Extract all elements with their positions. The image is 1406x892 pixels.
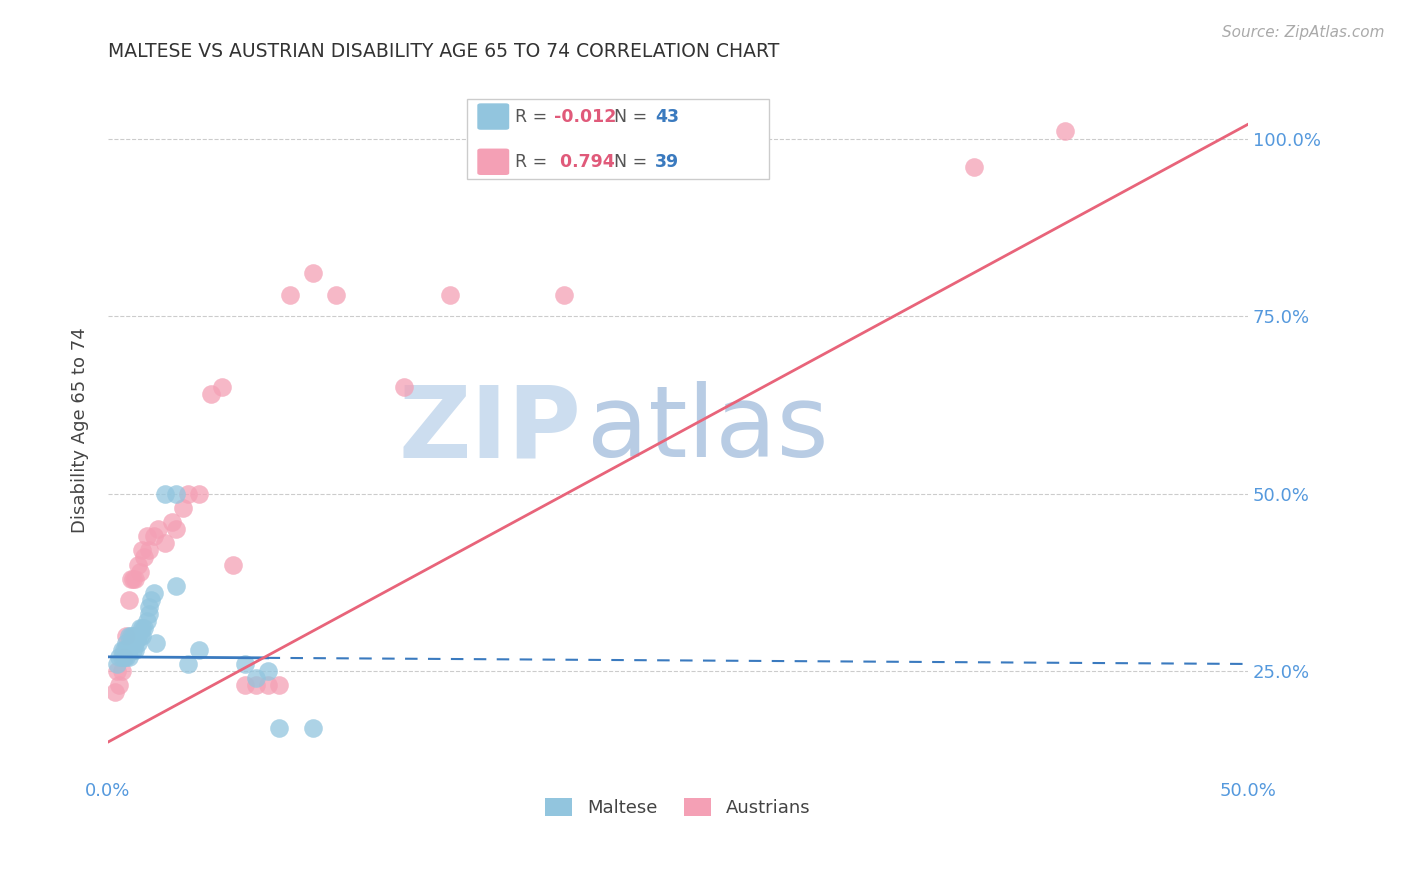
Point: [120, 635, 142, 649]
Text: ZIP: ZIP: [398, 381, 581, 478]
Point: [129, 622, 152, 636]
Point: [963, 160, 986, 174]
Point: [138, 607, 160, 622]
Point: [122, 635, 145, 649]
Point: [160, 515, 183, 529]
Legend: Maltese, Austrians: Maltese, Austrians: [538, 790, 818, 824]
Point: [134, 622, 156, 636]
Point: [115, 635, 138, 649]
Point: [142, 529, 165, 543]
Point: [117, 593, 139, 607]
Point: [115, 629, 138, 643]
Point: [135, 615, 157, 629]
Point: [127, 558, 149, 572]
Point: [135, 529, 157, 543]
Point: [165, 579, 187, 593]
Text: MALTESE VS AUSTRIAN DISABILITY AGE 65 TO 74 CORRELATION CHART: MALTESE VS AUSTRIAN DISABILITY AGE 65 TO…: [108, 42, 779, 61]
Text: -0.012: -0.012: [554, 108, 616, 126]
Point: [302, 721, 325, 735]
Point: [134, 550, 156, 565]
Point: [131, 543, 153, 558]
Text: 0.794: 0.794: [554, 153, 614, 170]
Text: Source: ZipAtlas.com: Source: ZipAtlas.com: [1222, 25, 1385, 40]
Point: [553, 287, 575, 301]
Point: [122, 629, 145, 643]
Text: atlas: atlas: [586, 381, 828, 478]
Point: [153, 486, 176, 500]
Point: [165, 522, 187, 536]
Point: [146, 522, 169, 536]
Point: [245, 671, 267, 685]
FancyBboxPatch shape: [477, 103, 509, 129]
Point: [112, 642, 135, 657]
Point: [141, 593, 163, 607]
Point: [267, 678, 290, 692]
Point: [233, 657, 256, 671]
Point: [153, 536, 176, 550]
Text: N =: N =: [614, 108, 652, 126]
Point: [127, 635, 149, 649]
FancyBboxPatch shape: [477, 149, 509, 175]
Point: [117, 649, 139, 664]
Point: [177, 657, 200, 671]
Point: [120, 629, 142, 643]
Point: [233, 678, 256, 692]
Point: [280, 287, 302, 301]
Point: [1054, 124, 1077, 138]
Point: [105, 664, 128, 678]
Point: [222, 558, 245, 572]
Text: 43: 43: [655, 108, 679, 126]
Text: R =: R =: [515, 108, 553, 126]
Point: [188, 642, 211, 657]
Point: [267, 721, 290, 735]
Point: [131, 629, 153, 643]
Point: [131, 622, 153, 636]
Point: [124, 572, 146, 586]
Point: [127, 629, 149, 643]
Point: [105, 657, 128, 671]
Point: [111, 642, 134, 657]
Point: [117, 629, 139, 643]
Y-axis label: Disability Age 65 to 74: Disability Age 65 to 74: [72, 326, 89, 533]
Point: [138, 600, 160, 615]
Point: [256, 678, 278, 692]
Point: [188, 486, 211, 500]
Point: [439, 287, 461, 301]
Point: [394, 380, 416, 394]
Point: [112, 649, 135, 664]
Point: [211, 380, 233, 394]
Point: [145, 635, 167, 649]
Point: [112, 649, 135, 664]
Point: [165, 486, 187, 500]
Point: [111, 664, 134, 678]
Point: [104, 685, 127, 699]
Point: [325, 287, 347, 301]
Point: [129, 565, 152, 579]
Point: [142, 586, 165, 600]
Point: [124, 635, 146, 649]
Point: [117, 642, 139, 657]
Point: [122, 642, 145, 657]
Point: [256, 664, 278, 678]
Text: N =: N =: [614, 153, 652, 170]
Point: [177, 486, 200, 500]
Point: [108, 678, 131, 692]
Point: [108, 649, 131, 664]
Point: [122, 572, 145, 586]
Point: [129, 629, 152, 643]
Point: [124, 642, 146, 657]
Text: 39: 39: [655, 153, 679, 170]
Point: [138, 543, 160, 558]
Point: [115, 649, 138, 664]
FancyBboxPatch shape: [467, 99, 769, 179]
Point: [120, 572, 142, 586]
Point: [200, 387, 222, 401]
Point: [302, 267, 325, 281]
Point: [245, 678, 267, 692]
Point: [115, 642, 138, 657]
Text: R =: R =: [515, 153, 553, 170]
Point: [124, 629, 146, 643]
Point: [111, 649, 134, 664]
Point: [172, 500, 194, 515]
